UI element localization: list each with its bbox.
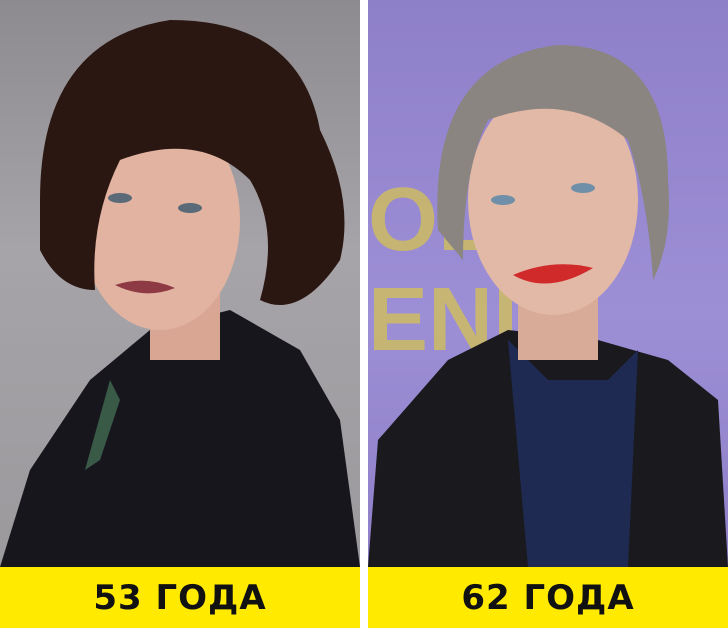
photo-panel-right: OL ENI 62 ГОДА bbox=[368, 0, 728, 628]
portrait-photo-age-62: OL ENI bbox=[368, 45, 728, 567]
age-caption-right: 62 ГОДА bbox=[368, 567, 728, 628]
portrait-photo-age-53 bbox=[0, 20, 360, 567]
photo-panel-left: 53 ГОДА bbox=[0, 0, 360, 628]
age-caption-left: 53 ГОДА bbox=[0, 567, 360, 628]
